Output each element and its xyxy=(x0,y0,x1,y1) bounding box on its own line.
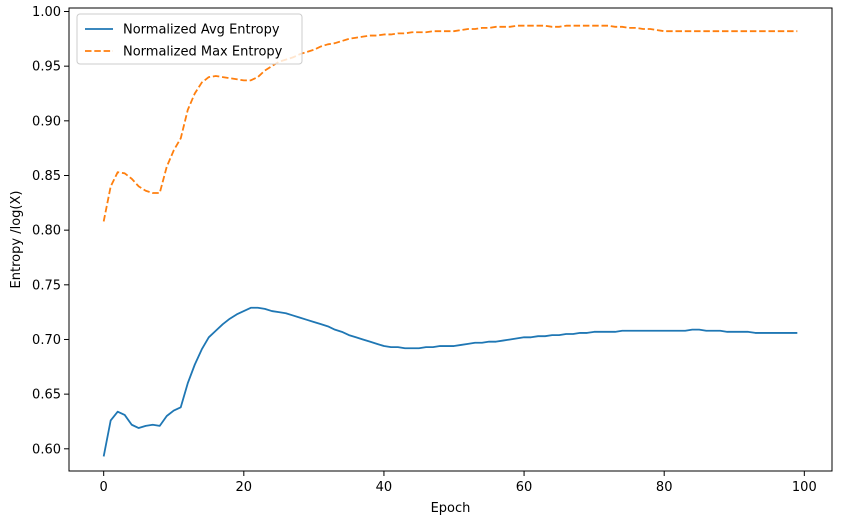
x-tick-label: 40 xyxy=(376,480,393,495)
x-tick-label: 20 xyxy=(236,480,253,495)
y-tick-label: 0.75 xyxy=(32,278,61,293)
y-tick-label: 0.70 xyxy=(32,333,61,348)
x-tick-label: 80 xyxy=(656,480,673,495)
y-tick-label: 0.65 xyxy=(32,388,61,403)
y-tick-label: 0.60 xyxy=(32,442,61,457)
axes-frame xyxy=(68,7,833,472)
x-axis-ticks: 0 20 40 60 80 100 xyxy=(100,471,817,495)
plot-area xyxy=(102,24,798,457)
y-tick-label: 0.85 xyxy=(32,169,61,184)
y-axis-label: Entropy /log(X) xyxy=(9,191,24,289)
legend-label: Normalized Max Entropy xyxy=(123,45,283,60)
y-tick-label: 0.80 xyxy=(32,224,61,239)
x-axis-label: Epoch xyxy=(431,501,471,516)
y-axis-ticks: 0.60 0.65 0.70 0.75 0.80 0.85 0.90 0.95 1.00 xyxy=(32,5,69,457)
y-tick-label: 0.95 xyxy=(32,60,61,75)
legend: Normalized Avg Entropy Normalized Max Ent… xyxy=(76,13,303,65)
legend-label: Normalized Avg Entropy xyxy=(123,23,280,38)
series-line-avg-entropy xyxy=(102,306,798,457)
series-line-max-entropy xyxy=(102,24,798,222)
y-tick-label: 1.00 xyxy=(32,5,61,20)
y-tick-label: 0.90 xyxy=(32,114,61,129)
x-tick-label: 60 xyxy=(516,480,533,495)
legend-box xyxy=(76,13,303,65)
x-tick-label: 100 xyxy=(792,480,817,495)
x-tick-label: 0 xyxy=(100,480,108,495)
